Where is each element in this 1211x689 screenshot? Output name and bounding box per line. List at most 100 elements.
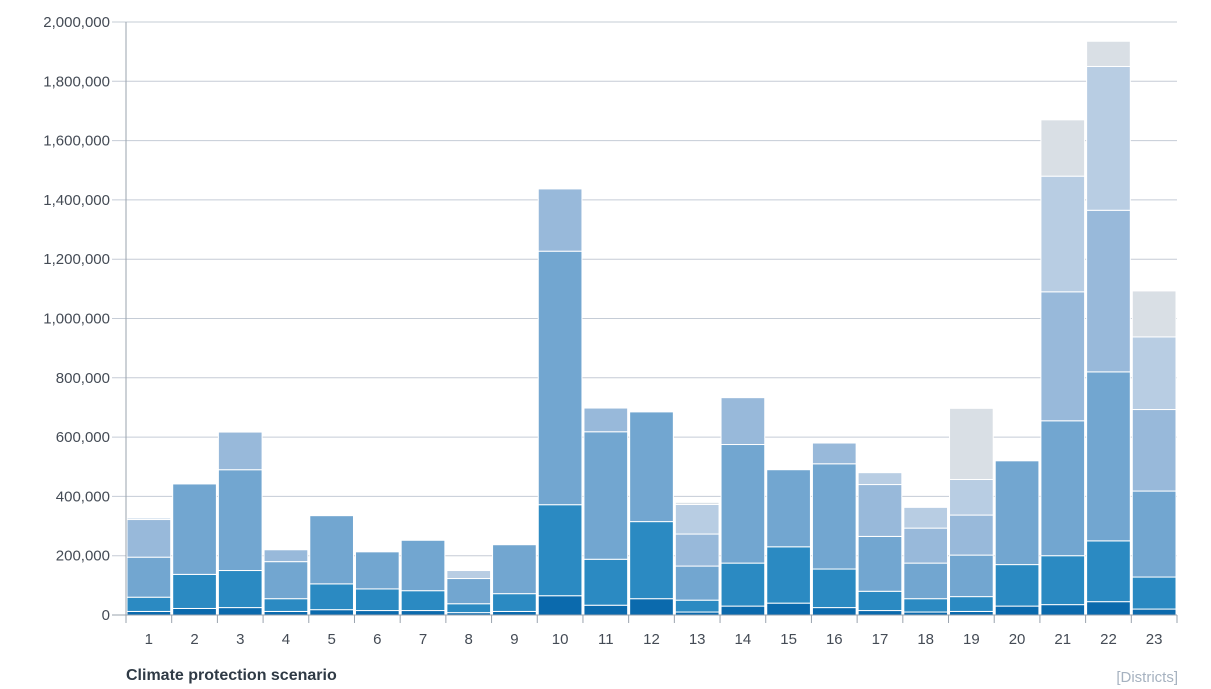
- bar-segment: [994, 460, 1040, 566]
- bar-segment: [674, 501, 720, 505]
- bar-segment: [811, 607, 857, 616]
- bar-segment: [1040, 119, 1086, 177]
- bar-segment: [629, 598, 674, 616]
- x-tick-label: 21: [1054, 631, 1071, 648]
- bar-segment: [994, 605, 1040, 616]
- x-tick-label: 15: [780, 631, 797, 648]
- x-tick-label: 6: [373, 631, 381, 648]
- y-tick-label: 400,000: [56, 488, 110, 505]
- bar-segment: [1131, 576, 1177, 610]
- bar-segment: [1086, 65, 1131, 211]
- bar-segment: [949, 514, 994, 556]
- x-tick-label: 12: [643, 631, 660, 648]
- bar-segment: [766, 469, 811, 548]
- bar-segment: [1040, 555, 1086, 606]
- bar-segment: [903, 562, 949, 600]
- bar-segment: [903, 506, 949, 529]
- bar-segment: [1086, 209, 1131, 373]
- bar-segment: [263, 610, 309, 616]
- bar-segment: [629, 411, 674, 523]
- bar-segment: [1131, 409, 1177, 492]
- x-tick-label: 3: [236, 631, 244, 648]
- bar-segment: [263, 561, 309, 600]
- bar-segment: [537, 250, 583, 506]
- bar-segment: [354, 588, 400, 612]
- x-tick-label: 13: [689, 631, 706, 648]
- bar-segment: [446, 603, 492, 614]
- bar-segment: [949, 596, 994, 612]
- bar-segment: [1131, 336, 1177, 411]
- bar-segment: [583, 558, 629, 606]
- y-tick-label: 1,200,000: [43, 251, 110, 268]
- bar-segment: [1131, 608, 1177, 616]
- y-tick-label: 200,000: [56, 548, 110, 565]
- stacked-bar-chart: 0 200,000 400,000 600,000 800,000 1,000,000 1,…: [43, 14, 1178, 648]
- bar-segment: [1040, 420, 1086, 557]
- y-tick-label: 2,000,000: [43, 14, 110, 31]
- bar-segment: [1131, 290, 1177, 338]
- y-tick-label: 0: [102, 607, 110, 624]
- bar-segment: [400, 539, 446, 592]
- bar-segment: [674, 533, 720, 567]
- bar-segment: [1086, 601, 1131, 616]
- y-tick-label: 800,000: [56, 370, 110, 387]
- x-tick-label: 10: [552, 631, 569, 648]
- bar-segment: [1040, 175, 1086, 293]
- y-tick-label: 1,800,000: [43, 73, 110, 90]
- bar-segment: [857, 472, 903, 486]
- bar-segment: [217, 431, 263, 471]
- x-tick-label: 22: [1100, 631, 1117, 648]
- bar-segment: [949, 554, 994, 598]
- bar-segment: [674, 599, 720, 613]
- bar-segment: [1040, 291, 1086, 422]
- bar-segment: [811, 442, 857, 465]
- bar-segment: [811, 463, 857, 570]
- bar-segment: [263, 598, 309, 612]
- bar-segment: [172, 573, 217, 609]
- bar-segment: [720, 562, 766, 607]
- bar-segment: [537, 595, 583, 616]
- bar-segment: [400, 610, 446, 616]
- bar-segment: [172, 607, 217, 616]
- bar-segment: [949, 610, 994, 616]
- x-tick-label: 5: [327, 631, 335, 648]
- bar-segment: [857, 610, 903, 616]
- bar-segment: [492, 610, 537, 616]
- x-tick-label: 20: [1009, 631, 1026, 648]
- bar-segment: [949, 407, 994, 480]
- x-tick-label: 17: [872, 631, 889, 648]
- x-tick-label: 4: [282, 631, 290, 648]
- bar-segment: [720, 397, 766, 446]
- bar-segment: [1086, 40, 1131, 67]
- bar-segment: [309, 583, 354, 611]
- bar-segment: [857, 535, 903, 592]
- y-tick-label: 1,600,000: [43, 133, 110, 150]
- x-tick-label: 2: [190, 631, 198, 648]
- bar-segment: [446, 578, 492, 605]
- unit-label: [Districts]: [1116, 669, 1178, 686]
- bar-segment: [126, 596, 172, 612]
- bar-segment: [903, 527, 949, 564]
- bar-segment: [263, 549, 309, 563]
- bar-segment: [857, 590, 903, 612]
- y-tick-label: 1,400,000: [43, 192, 110, 209]
- bar-segment: [1040, 604, 1086, 616]
- bar-segment: [1086, 371, 1131, 542]
- x-tick-label: 19: [963, 631, 980, 648]
- y-tick-label: 600,000: [56, 429, 110, 446]
- bar-segment: [537, 188, 583, 252]
- bar-segment: [949, 478, 994, 516]
- bar-segment: [309, 609, 354, 616]
- x-tick-label: 7: [419, 631, 427, 648]
- bar-segment: [217, 570, 263, 609]
- bar-segment: [217, 607, 263, 616]
- bar-segment: [720, 444, 766, 564]
- x-tick-label: 11: [598, 631, 614, 648]
- x-tick-label: 8: [465, 631, 473, 648]
- bar-segment: [583, 407, 629, 433]
- bar-segment: [674, 503, 720, 535]
- bar-segment: [811, 568, 857, 609]
- x-tick-label: 9: [510, 631, 518, 648]
- bar-segment: [126, 519, 172, 558]
- bar-segment: [126, 610, 172, 616]
